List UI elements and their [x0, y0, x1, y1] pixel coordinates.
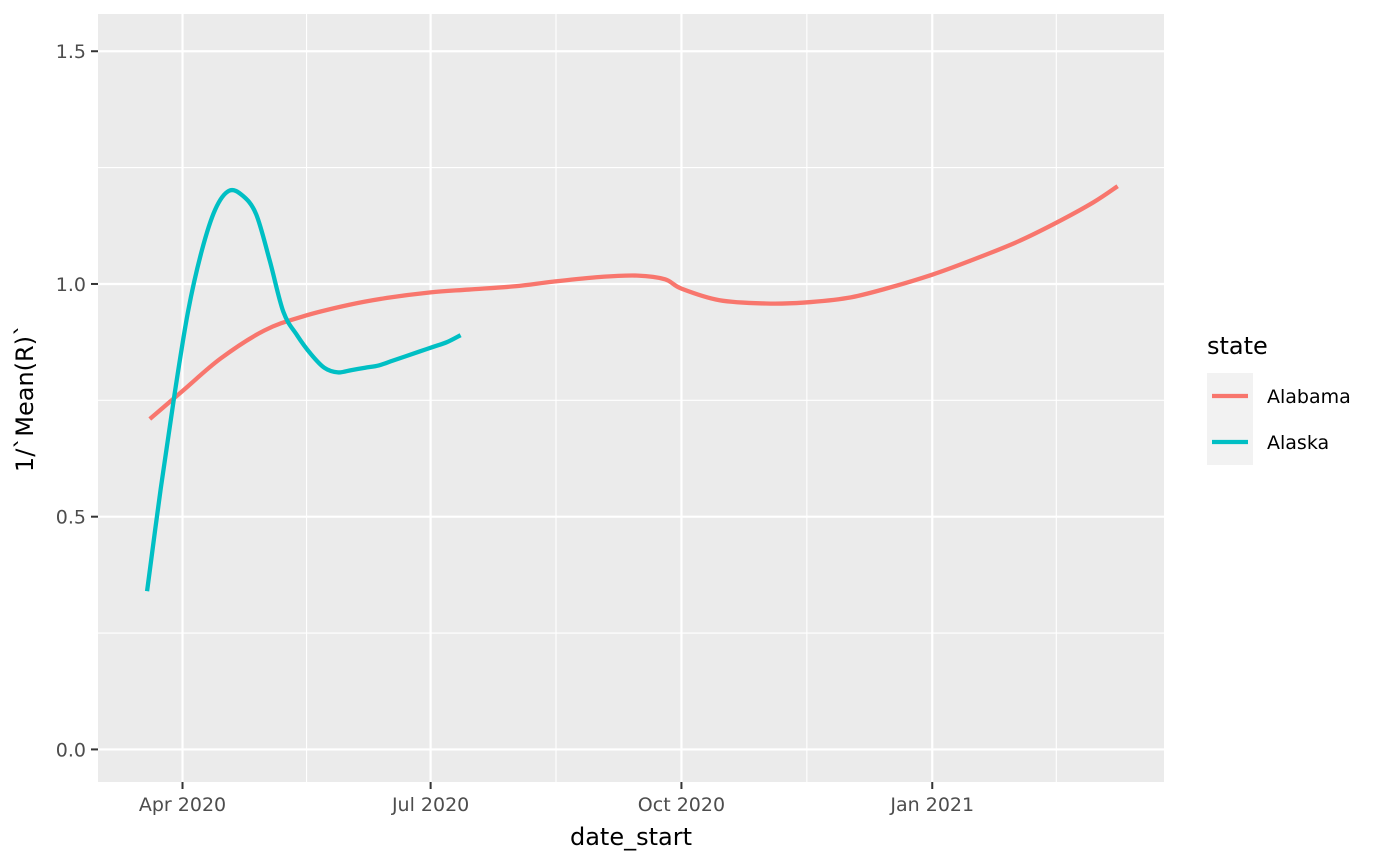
- legend-label-alabama: Alabama: [1267, 386, 1351, 408]
- x-tick-label: Jan 2021: [889, 794, 974, 816]
- y-tick-label: 1.0: [56, 274, 86, 296]
- legend-label-alaska: Alaska: [1267, 432, 1329, 454]
- grid-minor: [98, 14, 1164, 782]
- y-axis-title: 1/`Mean(R)`: [11, 324, 39, 472]
- x-axis-title: date_start: [570, 823, 692, 851]
- y-tick-label: 0.5: [56, 507, 86, 529]
- legend: state Alabama Alaska: [1207, 332, 1351, 465]
- series-layer: [144, 184, 1119, 592]
- series-line-alaska: [144, 187, 462, 592]
- legend-items: Alabama Alaska: [1207, 373, 1351, 465]
- x-tick-label: Oct 2020: [638, 794, 725, 816]
- series-line-alabama: [148, 184, 1119, 421]
- x-axis: Apr 2020 Jul 2020 Oct 2020 Jan 2021: [139, 782, 974, 816]
- legend-title: state: [1207, 332, 1268, 360]
- x-tick-label: Jul 2020: [391, 794, 469, 816]
- y-axis: 0.0 0.5 1.0 1.5: [56, 41, 98, 761]
- y-tick-label: 0.0: [56, 739, 86, 761]
- grid-major: [98, 14, 1164, 782]
- plot-panel: [98, 14, 1164, 782]
- x-tick-label: Apr 2020: [139, 794, 226, 816]
- y-tick-label: 1.5: [56, 41, 86, 63]
